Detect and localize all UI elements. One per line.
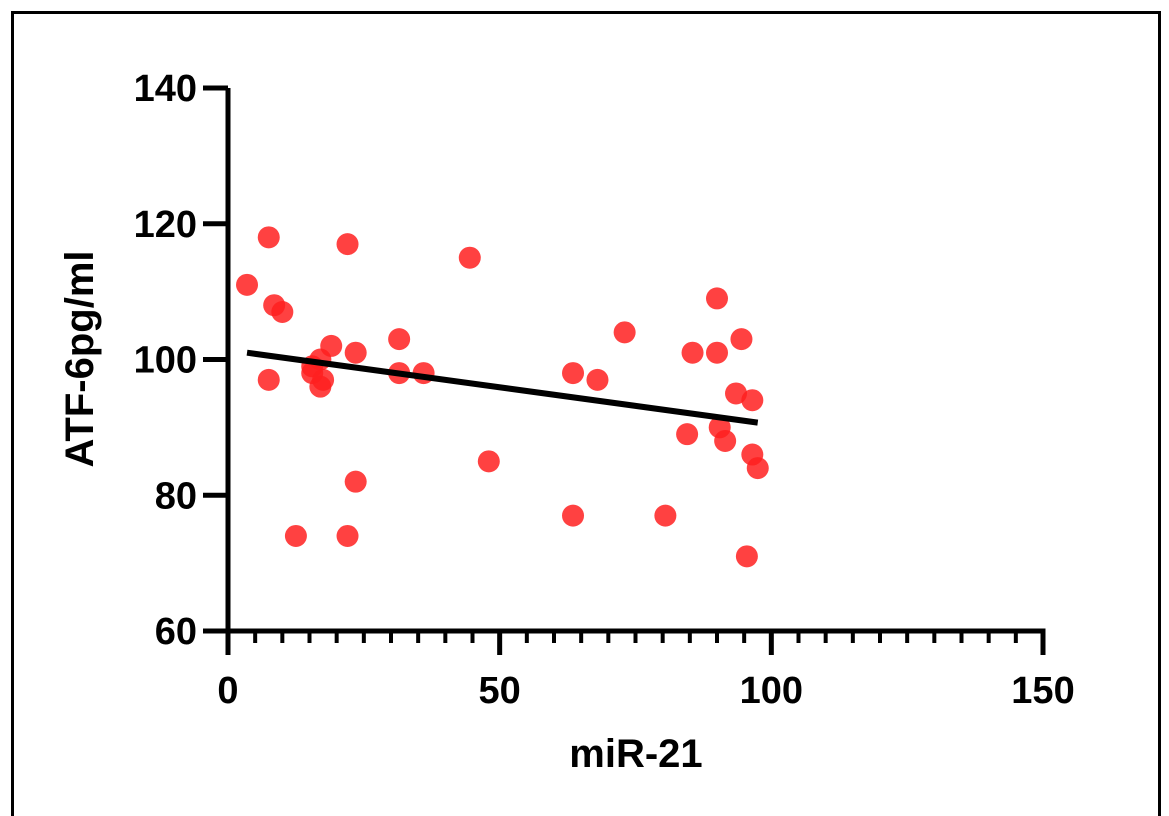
figure-frame <box>11 11 1161 816</box>
data-point <box>320 334 343 357</box>
y-tick-label: 80 <box>155 475 197 517</box>
x-tick-label: 150 <box>1011 670 1074 712</box>
x-tick-label: 50 <box>479 670 521 712</box>
data-point <box>336 233 359 256</box>
data-point <box>309 375 332 398</box>
data-point <box>706 341 728 364</box>
data-point <box>706 287 728 310</box>
data-point <box>344 341 367 364</box>
regression-line-group <box>246 349 759 426</box>
data-point <box>741 389 764 412</box>
data-point <box>746 457 769 480</box>
data-point <box>613 321 636 344</box>
data-point <box>344 470 367 493</box>
y-tick-label: 140 <box>134 68 197 110</box>
y-tick-label: 100 <box>134 340 197 382</box>
data-point <box>714 429 737 452</box>
data-point <box>654 504 677 527</box>
x-axis-title: miR-21 <box>569 732 702 776</box>
data-point <box>236 273 259 296</box>
data-point <box>676 423 699 446</box>
data-point <box>336 524 359 547</box>
data-point <box>257 368 280 391</box>
y-tick-label: 60 <box>155 611 197 653</box>
regression-line <box>246 349 759 426</box>
data-point <box>257 226 280 249</box>
data-point <box>284 524 307 547</box>
data-point <box>735 545 758 568</box>
data-points <box>236 226 769 568</box>
data-point <box>586 368 609 391</box>
x-tick-label: 100 <box>740 670 803 712</box>
y-axis-title: ATF-6pg/ml <box>58 250 102 467</box>
data-point <box>388 328 411 351</box>
data-point <box>562 362 585 385</box>
data-point <box>477 450 500 473</box>
axes: 60 80 100 120 140 0 50 100 150 <box>134 68 1075 712</box>
x-tick-label: 0 <box>217 670 238 712</box>
data-point <box>271 300 294 323</box>
y-tick-label: 120 <box>134 204 197 246</box>
data-point <box>562 504 585 527</box>
data-point <box>730 328 753 351</box>
data-point <box>681 341 704 364</box>
axis-labels: miR-21 ATF-6pg/ml <box>58 250 703 776</box>
data-point <box>458 246 481 269</box>
